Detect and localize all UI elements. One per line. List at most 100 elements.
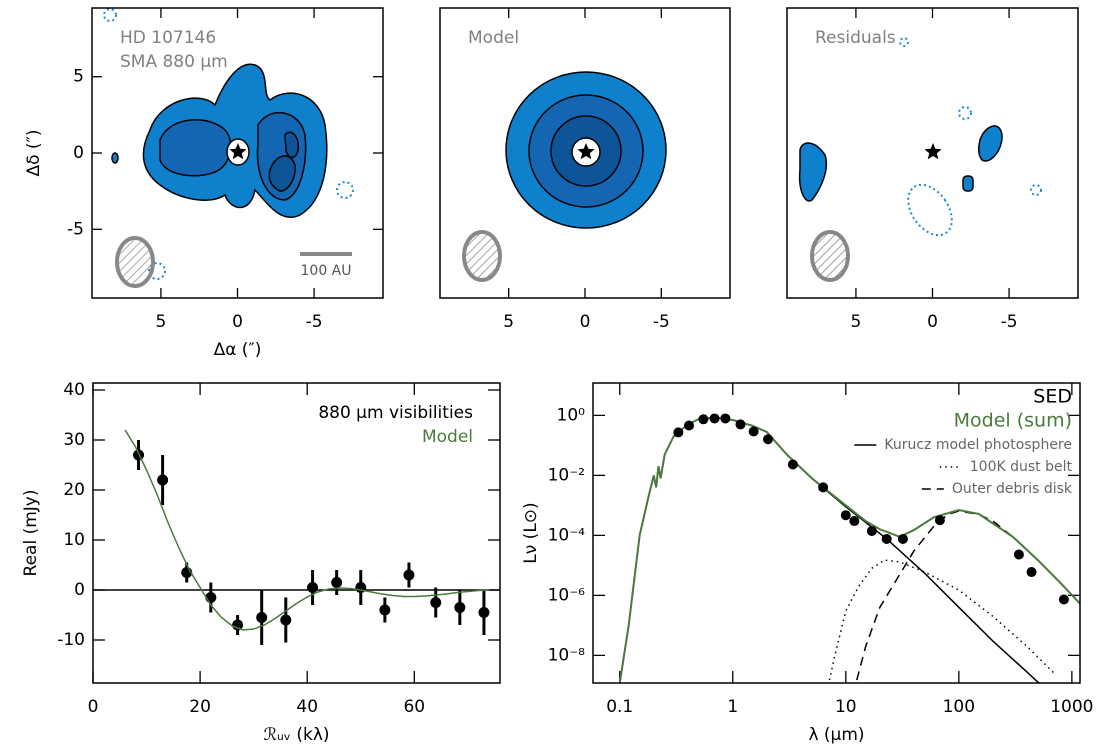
y-axis-label: Real (mJy) — [21, 490, 41, 577]
x-tick-label: 1000 — [1050, 697, 1093, 717]
y-tick-label: 10 — [63, 530, 85, 550]
x-tick-label: 0 — [927, 312, 938, 332]
beam — [464, 232, 500, 280]
x-tick-label: 5 — [156, 312, 167, 332]
y-tick-label: 10⁻⁶ — [548, 585, 586, 605]
legend-label: 100K dust belt — [970, 459, 1073, 475]
data-point — [403, 570, 414, 581]
contour-inner — [285, 132, 298, 157]
y-tick-label: 40 — [63, 380, 85, 400]
legend-label: Kurucz model photosphere — [884, 437, 1072, 453]
beam — [117, 238, 153, 286]
figure: 5 0 -5 -5 0 5 Δα (″) Δδ (″) HD 107146 SMA 880 μm 1… — [0, 0, 1099, 746]
y-axis-label: Δδ (″) — [24, 129, 44, 176]
negative-contour — [899, 177, 961, 244]
data-point — [867, 526, 877, 536]
y-tick-label: 10⁻⁴ — [548, 525, 586, 545]
y-tick-label: 20 — [63, 480, 85, 500]
data-point — [763, 434, 773, 444]
y-tick-label: -5 — [67, 219, 84, 239]
x-tick-label: 0 — [88, 697, 99, 717]
y-tick-label: 10⁻² — [548, 465, 585, 485]
y-tick-label: 0 — [73, 143, 84, 163]
data-point — [331, 577, 342, 588]
legend-label: Outer debris disk — [952, 481, 1073, 497]
data-point — [935, 515, 945, 525]
x-tick-label: 40 — [296, 697, 318, 717]
data-point — [1014, 550, 1024, 560]
negative-contour — [900, 38, 908, 46]
data-point — [1027, 567, 1037, 577]
data-point — [684, 420, 694, 430]
x-tick-label: 0 — [232, 312, 243, 332]
page: {"chart_data": [ {"type": "image", "labe… — [0, 0, 1099, 746]
panel-label: SMA 880 μm — [120, 52, 228, 72]
panel-label: Residuals — [815, 28, 896, 48]
y-tick-label: 0 — [74, 580, 85, 600]
y-tick-label: -10 — [57, 630, 85, 650]
data-point — [841, 510, 851, 520]
data-point — [454, 602, 465, 613]
x-tick-label: 1 — [727, 697, 738, 717]
y-tick-label: 5 — [73, 67, 84, 87]
scale-bar-label: 100 AU — [301, 263, 352, 279]
data-point — [735, 419, 745, 429]
contour-mid — [160, 120, 231, 176]
data-point — [882, 534, 892, 544]
panel-label: HD 107146 — [120, 28, 216, 48]
legend-label: 880 μm visibilities — [318, 403, 473, 423]
x-tick-label: 60 — [403, 697, 425, 717]
data-point — [307, 582, 318, 593]
x-tick-label: 20 — [189, 697, 211, 717]
x-tick-label: 0 — [580, 312, 591, 332]
data-point — [788, 460, 798, 470]
data-panel-contours — [104, 9, 353, 286]
data-point — [256, 612, 267, 623]
star — [924, 143, 941, 159]
data-point — [710, 413, 720, 423]
negative-contour — [337, 182, 353, 198]
legend-label: Model (sum) — [954, 410, 1072, 432]
data-point — [818, 482, 828, 492]
y-tick-label: 10⁻⁸ — [548, 645, 586, 665]
residual-panel-contours — [800, 38, 1041, 280]
data-point — [898, 534, 908, 544]
residual-blob — [800, 143, 827, 201]
residual-blob — [979, 126, 1002, 161]
x-axis-label: ℛᵤᵥ (kλ) — [263, 725, 329, 745]
x-axis-label: Δα (″) — [214, 340, 262, 360]
y-axis-label: Lν (L⊙) — [521, 502, 541, 563]
data-point — [430, 597, 441, 608]
x-axis-label: λ (μm) — [808, 725, 864, 745]
data-point — [157, 475, 168, 486]
data-point — [720, 413, 730, 423]
negative-contour — [1031, 185, 1041, 195]
data-point — [749, 427, 759, 437]
legend-label: Model — [422, 427, 473, 447]
data-point — [1059, 594, 1069, 604]
panel-label: Model — [468, 28, 519, 48]
y-tick-label: 30 — [63, 430, 85, 450]
x-tick-label: 10 — [835, 697, 857, 717]
data-point — [280, 615, 291, 626]
x-tick-label: -5 — [306, 312, 323, 332]
legend-label: SED — [1033, 386, 1072, 408]
negative-contour — [104, 9, 116, 21]
data-point — [133, 450, 144, 461]
data-point — [478, 607, 489, 618]
x-tick-label: -5 — [653, 312, 670, 332]
model-panel-contours — [464, 72, 666, 280]
x-tick-label: 5 — [503, 312, 514, 332]
x-tick-label: 0.1 — [606, 697, 633, 717]
data-point — [673, 427, 683, 437]
x-tick-label: 5 — [851, 312, 862, 332]
data-point — [849, 516, 859, 526]
beam — [812, 232, 848, 280]
data-point — [379, 605, 390, 616]
model-line — [620, 417, 1081, 683]
y-tick-label: 10⁰ — [557, 405, 586, 425]
contour-small — [112, 153, 118, 163]
negative-contour — [959, 107, 971, 119]
x-tick-label: -5 — [1001, 312, 1018, 332]
x-tick-label: 100 — [943, 697, 975, 717]
